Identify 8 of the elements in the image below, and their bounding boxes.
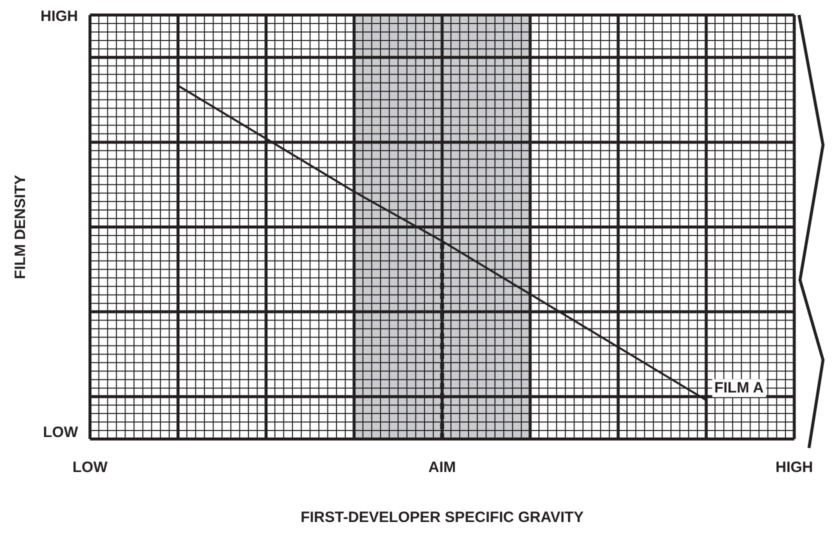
x-tick-label: AIM [428, 459, 456, 476]
text: LOW [43, 424, 79, 442]
y-axis-title: FILM DENSITY [12, 174, 30, 280]
x-tick-label: HIGH [776, 459, 813, 476]
x-axis-title: FIRST-DEVELOPER SPECIFIC GRAVITY [300, 509, 584, 526]
text: HIGH [40, 8, 78, 26]
series-label: FILM A [714, 379, 764, 396]
x-tick-label: LOW [72, 459, 108, 476]
